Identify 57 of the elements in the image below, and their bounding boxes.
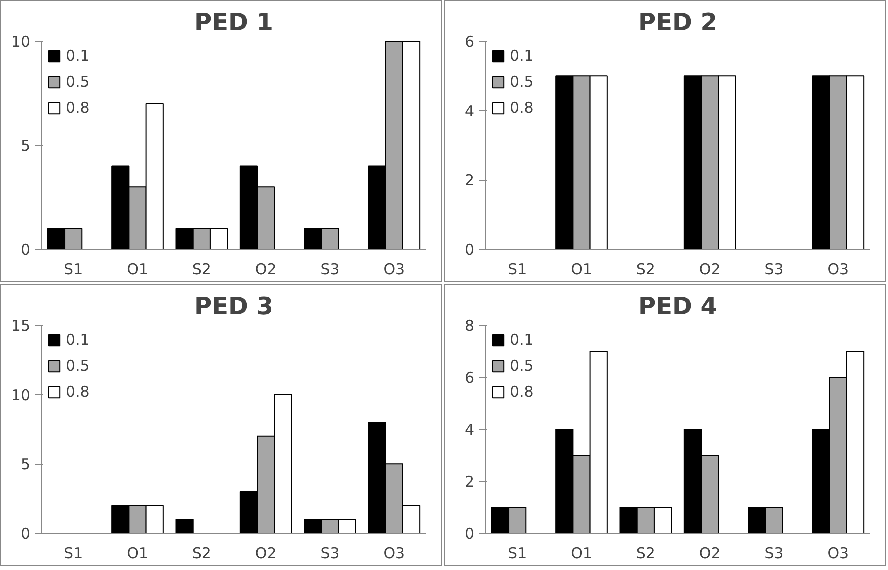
y-tick-label: 0 (20, 241, 31, 259)
chart-title: PED 3 (194, 292, 274, 320)
legend-label: 0.8 (510, 383, 534, 401)
y-tick-label: 8 (464, 317, 475, 335)
x-tick-label: S3 (320, 260, 340, 278)
legend-label: 0.5 (66, 73, 90, 91)
x-tick-label: S2 (192, 544, 212, 562)
x-tick-label: S3 (764, 544, 784, 562)
x-tick-label: O3 (384, 544, 406, 562)
legend-label: 0.1 (510, 331, 534, 349)
legend-label: 0.1 (66, 47, 90, 65)
y-tick-label: 6 (464, 33, 475, 51)
legend-label: 0.1 (510, 47, 534, 65)
y-tick-label: 2 (464, 172, 475, 190)
x-tick-label: S2 (636, 544, 656, 562)
y-tick-label: 0 (464, 525, 475, 543)
x-tick-label: O3 (828, 544, 850, 562)
y-tick-label: 4 (464, 421, 475, 439)
x-tick-label: O2 (255, 260, 277, 278)
x-tick-label: S1 (64, 260, 84, 278)
x-tick-label: S1 (508, 544, 528, 562)
bar (176, 519, 194, 534)
x-tick-label: O1 (127, 260, 148, 278)
x-tick-label: O1 (127, 544, 148, 562)
y-tick-label: 15 (11, 317, 31, 335)
legend-label: 0.8 (66, 99, 90, 117)
x-tick-label: O3 (384, 260, 406, 278)
x-tick-label: O2 (699, 260, 721, 278)
y-tick-label: 10 (11, 33, 31, 51)
y-tick-label: 0 (20, 525, 31, 543)
chart-title: PED 4 (638, 292, 718, 320)
x-tick-label: S2 (192, 260, 212, 278)
x-tick-label: S3 (320, 544, 340, 562)
x-tick-label: S1 (508, 260, 528, 278)
x-tick-label: O2 (255, 544, 277, 562)
y-tick-label: 0 (464, 241, 475, 259)
legend-label: 0.8 (510, 99, 534, 117)
y-tick-label: 10 (11, 386, 31, 404)
y-tick-label: 5 (20, 456, 31, 474)
legend-label: 0.1 (66, 331, 90, 349)
x-tick-label: S1 (64, 544, 84, 562)
x-tick-label: S3 (764, 260, 784, 278)
y-tick-label: 5 (20, 137, 31, 155)
chart-title: PED 2 (638, 8, 718, 36)
legend-label: 0.8 (66, 383, 90, 401)
x-tick-label: S2 (636, 260, 656, 278)
legend-label: 0.5 (66, 357, 90, 375)
x-tick-label: O1 (571, 260, 592, 278)
y-tick-label: 6 (464, 369, 475, 387)
legend-label: 0.5 (510, 357, 534, 375)
x-tick-label: O2 (699, 544, 721, 562)
y-tick-label: 4 (464, 102, 475, 120)
x-tick-label: O1 (571, 544, 592, 562)
chart-title: PED 1 (194, 8, 274, 36)
legend-label: 0.5 (510, 73, 534, 91)
x-tick-label: O3 (828, 260, 850, 278)
y-tick-label: 2 (464, 473, 475, 491)
